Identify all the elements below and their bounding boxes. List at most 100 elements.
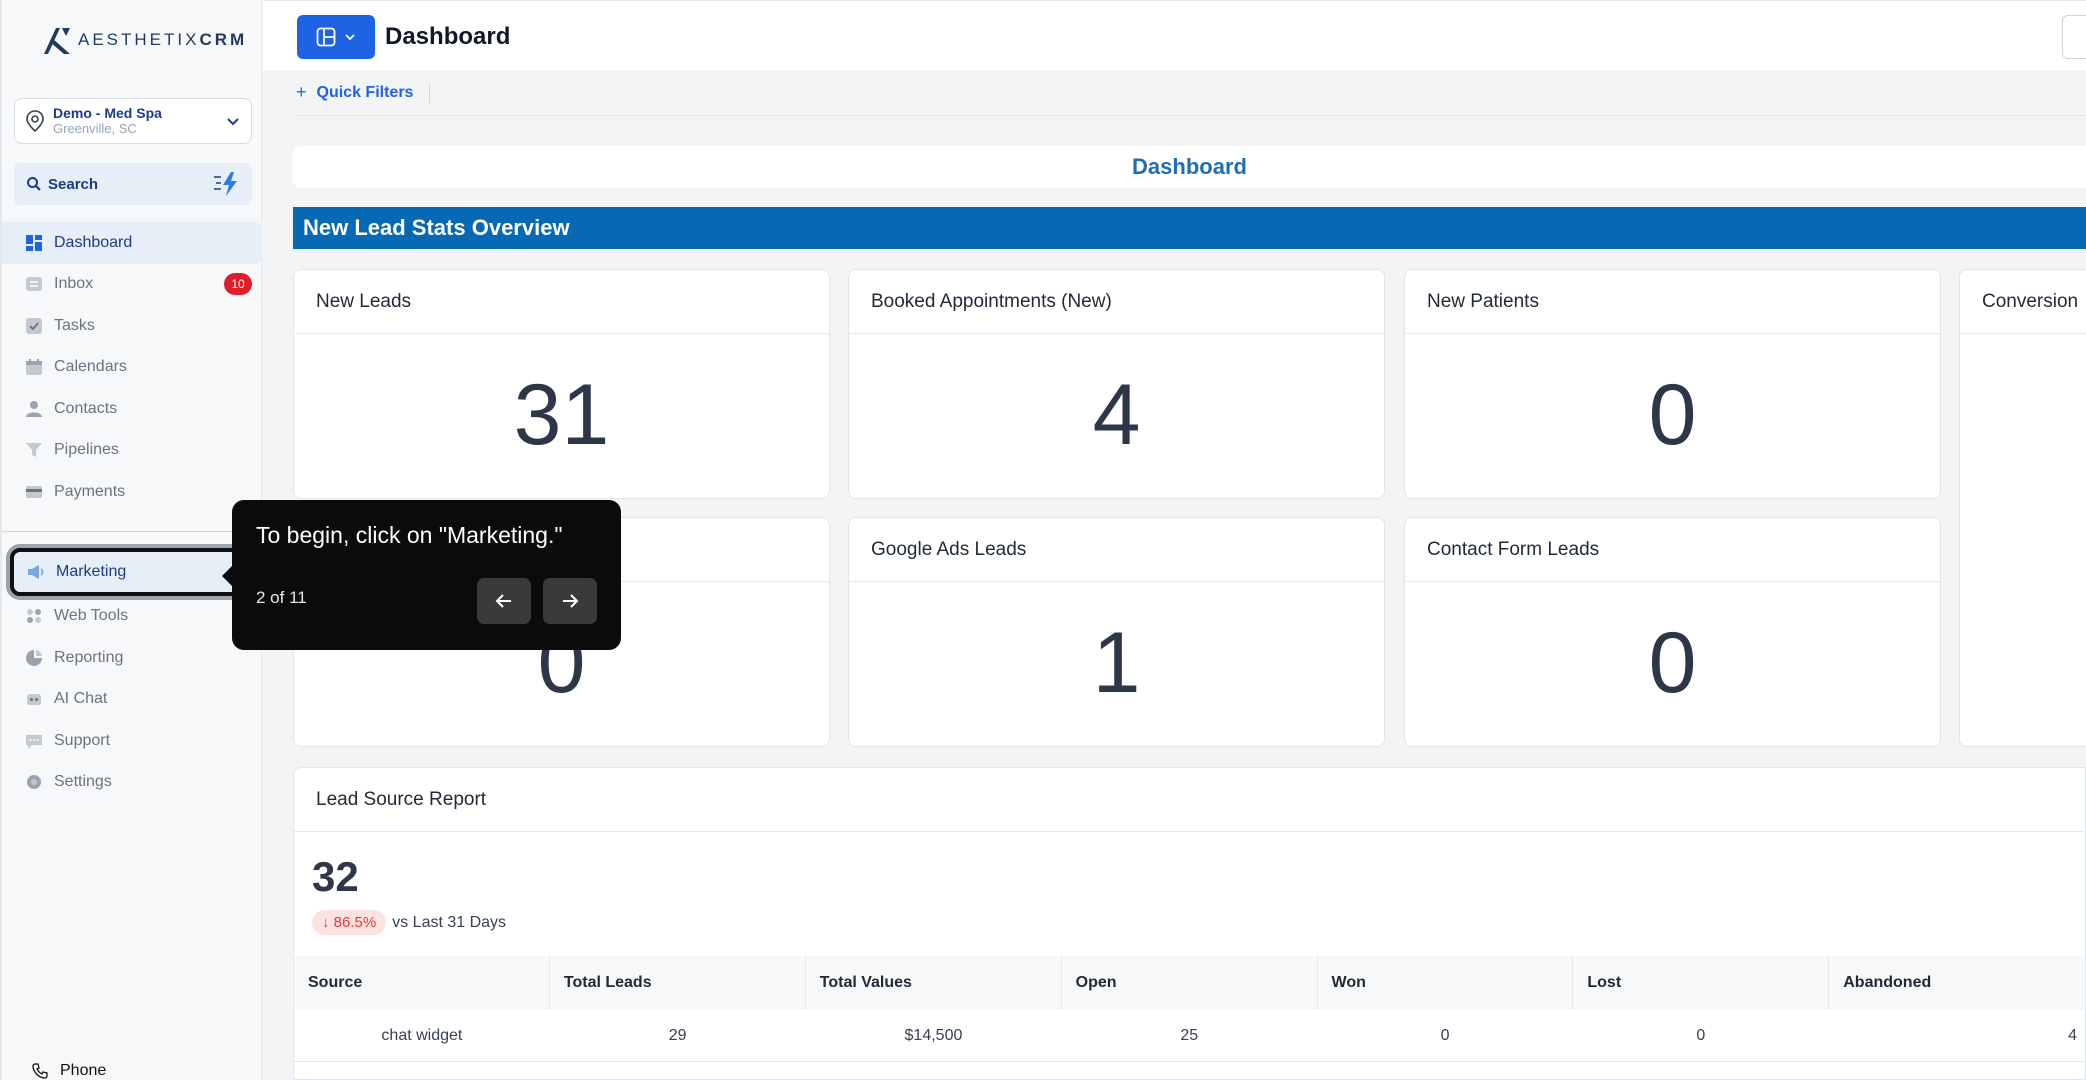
card-title: Google Ads Leads: [849, 518, 1384, 582]
calendar-icon: [24, 357, 44, 377]
sidebar-item-ai-chat[interactable]: AI Chat: [2, 679, 264, 721]
phone-label: Phone: [60, 1062, 107, 1079]
stat-card-google-ads-leads[interactable]: Google Ads Leads 1: [848, 517, 1385, 747]
card-title: New Leads: [294, 270, 829, 334]
logo[interactable]: AESTHETIXCRM: [42, 24, 247, 56]
arrow-right-icon: [563, 594, 579, 608]
ai-chat-icon: [24, 689, 44, 709]
sidebar-item-label: Inbox: [54, 275, 94, 293]
sidebar-item-label: Tasks: [54, 316, 95, 334]
column-header-lost[interactable]: Lost: [1573, 956, 1830, 1010]
filters-divider: [429, 82, 431, 103]
cell-total-values: $14,500: [904, 1026, 963, 1044]
gear-icon: [24, 772, 44, 792]
cell-open: 25: [1180, 1026, 1199, 1044]
stat-card-contact-form-leads[interactable]: Contact Form Leads 0: [1404, 517, 1941, 747]
layout-menu-button[interactable]: [297, 15, 375, 59]
logo-mark-icon: [44, 28, 70, 54]
cell-total-leads: 29: [668, 1026, 687, 1044]
sidebar-item-web-tools[interactable]: Web Tools: [2, 596, 264, 638]
tasks-icon: [24, 316, 44, 336]
card-value: 0: [1648, 366, 1697, 463]
tooltip-text: To begin, click on "Marketing.": [256, 522, 563, 548]
sidebar: AESTHETIXCRM Demo - Med Spa Greenville, …: [0, 0, 264, 1080]
cell-abandoned: 4: [2068, 1026, 2078, 1044]
sidebar-item-settings[interactable]: Settings: [2, 762, 264, 804]
column-header-total-leads[interactable]: Total Leads: [550, 956, 806, 1010]
location-name: Demo - Med Spa: [53, 105, 162, 121]
sidebar-item-label: Reporting: [54, 648, 124, 666]
location-pin-icon: [26, 110, 44, 132]
sidebar-item-label: Support: [54, 731, 111, 749]
compare-label: vs Last 31 Days: [392, 913, 507, 931]
sidebar-item-support[interactable]: Support: [2, 720, 264, 762]
sidebar-item-dashboard[interactable]: Dashboard: [2, 222, 262, 264]
sidebar-item-label: Calendars: [54, 358, 127, 376]
dashboard-icon: [24, 233, 44, 253]
card-value: 0: [1648, 614, 1697, 711]
location-city: Greenville, SC: [53, 121, 137, 136]
stat-card-booked-appointments[interactable]: Booked Appointments (New) 4: [848, 269, 1385, 499]
quick-filters-button[interactable]: Quick Filters: [316, 83, 414, 101]
sidebar-item-marketing[interactable]: Marketing: [10, 547, 256, 596]
tooltip-step-counter: 2 of 11: [256, 588, 307, 607]
card-value: 31: [513, 366, 610, 463]
sidebar-item-pipelines[interactable]: Pipelines: [2, 430, 264, 472]
column-header-won[interactable]: Won: [1318, 956, 1574, 1010]
stat-card-new-leads[interactable]: New Leads 31: [293, 269, 830, 499]
sidebar-item-calendars[interactable]: Calendars: [2, 347, 264, 389]
sidebar-item-label: Web Tools: [54, 607, 129, 625]
stat-card-new-patients[interactable]: New Patients 0: [1404, 269, 1941, 499]
quick-action-bolt-icon[interactable]: [212, 170, 240, 198]
support-icon: [24, 731, 44, 751]
sidebar-item-inbox[interactable]: Inbox 10: [2, 264, 264, 306]
column-header-open[interactable]: Open: [1062, 956, 1318, 1010]
sidebar-item-tasks[interactable]: Tasks: [2, 305, 264, 347]
sidebar-item-payments[interactable]: Payments: [2, 471, 264, 513]
search-label: Search: [48, 175, 99, 193]
card-value: 1: [1092, 614, 1141, 711]
table-row[interactable]: chat widget 29 $14,500 25 0 0 4: [294, 1010, 2085, 1062]
dashboard-heading: Dashboard: [293, 146, 2086, 188]
pie-chart-icon: [24, 648, 44, 668]
tooltip-next-button[interactable]: [543, 578, 597, 624]
location-selector[interactable]: Demo - Med Spa Greenville, SC: [14, 98, 252, 144]
top-right-control[interactable]: [2062, 15, 2086, 59]
inbox-icon: [24, 274, 44, 294]
top-bar: Dashboard: [263, 0, 2086, 70]
layout-icon: [316, 27, 336, 47]
stat-card-conversion[interactable]: Conversion: [1959, 269, 2086, 747]
cell-source: chat widget: [381, 1026, 463, 1044]
phone-button[interactable]: Phone: [32, 1062, 106, 1080]
sidebar-item-reporting[interactable]: Reporting: [2, 637, 264, 679]
search-button[interactable]: Search: [14, 163, 252, 205]
sidebar-item-label: Settings: [54, 773, 112, 791]
quick-filters-bar: + Quick Filters: [296, 70, 2086, 116]
column-header-abandoned[interactable]: Abandoned: [1843, 974, 1932, 991]
arrow-left-icon: [495, 594, 511, 608]
search-icon: [27, 177, 41, 191]
sidebar-item-label: Marketing: [56, 562, 127, 580]
location-text: Demo - Med Spa Greenville, SC: [53, 105, 217, 137]
chevron-down-icon: [345, 34, 355, 41]
arrow-down-icon: ↓: [322, 914, 330, 931]
report-change: ↓ 86.5% vs Last 31 Days: [312, 910, 506, 935]
sidebar-item-contacts[interactable]: Contacts: [2, 388, 264, 430]
megaphone-icon: [26, 562, 46, 582]
tooltip-prev-button[interactable]: [477, 578, 531, 624]
column-header-source[interactable]: Source: [294, 956, 550, 1010]
section-header: New Lead Stats Overview: [293, 207, 2086, 249]
card-value: 4: [1092, 366, 1141, 463]
cell-lost: 0: [1696, 1026, 1706, 1044]
inbox-count-badge: 10: [224, 273, 252, 296]
sidebar-item-label: Payments: [54, 482, 126, 500]
card-title: Booked Appointments (New): [849, 270, 1384, 334]
sidebar-item-label: AI Chat: [54, 690, 108, 708]
web-tools-icon: [24, 606, 44, 626]
pipelines-icon: [24, 440, 44, 460]
contacts-icon: [24, 399, 44, 419]
plus-icon: +: [296, 82, 307, 102]
cell-won: 0: [1440, 1026, 1450, 1044]
column-header-total-values[interactable]: Total Values: [806, 956, 1062, 1010]
lead-source-report: Lead Source Report 32 ↓ 86.5% vs Last 31…: [293, 767, 2086, 1080]
